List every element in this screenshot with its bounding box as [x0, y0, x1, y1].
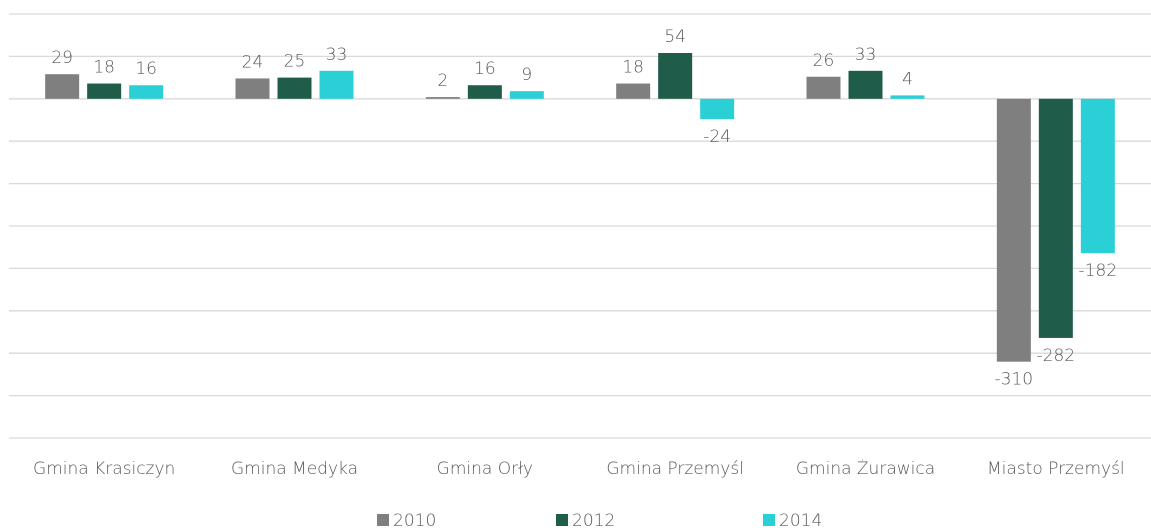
- bar: [129, 85, 164, 99]
- bar: [658, 53, 693, 99]
- data-label: 18: [93, 58, 115, 78]
- bar: [319, 70, 354, 99]
- data-label: 18: [622, 58, 644, 78]
- bar: [509, 91, 544, 99]
- legend-label: 2014: [779, 511, 822, 531]
- data-label: 4: [902, 69, 913, 89]
- legend-swatch: [556, 514, 568, 526]
- bar: [425, 97, 460, 99]
- x-tick-label: Gmina Żurawica: [796, 458, 935, 479]
- data-label: 33: [326, 45, 348, 65]
- bar: [996, 98, 1031, 362]
- bar: [700, 98, 735, 120]
- legend-swatch: [377, 514, 389, 526]
- data-label: -282: [1037, 346, 1076, 366]
- data-label: 29: [51, 48, 73, 68]
- data-label: 26: [813, 51, 835, 71]
- x-tick-label: Gmina Przemyśl: [606, 459, 744, 479]
- legend-swatch: [763, 514, 775, 526]
- data-label: -24: [703, 127, 731, 147]
- x-tick-label: Miasto Przemyśl: [987, 459, 1125, 479]
- legend-label: 2012: [572, 511, 615, 531]
- data-label: 54: [664, 27, 686, 47]
- x-tick-label: Gmina Krasiczyn: [33, 459, 175, 479]
- bar: [1080, 98, 1115, 254]
- bar: [45, 74, 80, 99]
- bar: [890, 95, 925, 99]
- bar: [806, 76, 841, 99]
- x-tick-label: Gmina Medyka: [231, 459, 358, 479]
- x-tick-label: Gmina Orły: [437, 459, 533, 479]
- bar: [277, 77, 312, 99]
- data-label: -182: [1079, 261, 1118, 281]
- legend-label: 2010: [393, 511, 436, 531]
- data-label: 9: [521, 65, 532, 85]
- data-label: 2: [437, 71, 448, 91]
- bar: [616, 83, 651, 99]
- bar: [848, 70, 883, 99]
- data-label: 33: [855, 45, 877, 65]
- data-label: 16: [474, 59, 496, 79]
- bar: [1038, 98, 1073, 338]
- data-label: 25: [284, 52, 306, 72]
- bar: [235, 78, 270, 99]
- data-label: 24: [242, 52, 264, 72]
- data-label: 16: [135, 59, 157, 79]
- bar: [87, 83, 122, 99]
- bar: [467, 85, 502, 99]
- data-label: -310: [995, 370, 1034, 390]
